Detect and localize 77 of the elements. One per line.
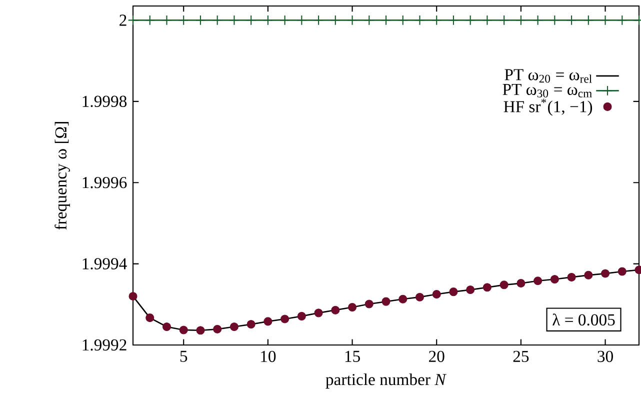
annotation: λ = 0.005 xyxy=(552,314,615,326)
point xyxy=(449,288,458,296)
point xyxy=(213,324,222,334)
point xyxy=(616,15,628,26)
point xyxy=(431,15,442,26)
point xyxy=(414,15,425,26)
y-axis-title: frequency ω [Ω] xyxy=(54,122,70,230)
point xyxy=(229,15,240,26)
point xyxy=(583,15,594,26)
point xyxy=(380,15,392,26)
x-tick-label: 30 xyxy=(598,350,613,362)
point xyxy=(567,272,576,282)
point xyxy=(601,269,610,278)
point xyxy=(364,15,374,26)
x-axis-title: particle number N xyxy=(326,373,447,389)
point xyxy=(549,15,560,26)
point xyxy=(331,306,340,314)
point xyxy=(482,283,492,292)
point xyxy=(566,15,577,26)
point xyxy=(144,15,156,26)
y-tick-label: 1.9996 xyxy=(82,176,127,188)
y-tick-label: 1.9994 xyxy=(82,258,127,270)
point xyxy=(482,15,492,26)
point xyxy=(398,15,408,26)
point xyxy=(146,314,154,322)
point xyxy=(584,270,593,280)
point xyxy=(246,320,256,329)
point xyxy=(500,280,508,290)
point xyxy=(348,302,357,312)
y-tick-label: 2 xyxy=(120,14,126,26)
point xyxy=(314,308,323,318)
point xyxy=(364,300,374,308)
x-tick-label: 5 xyxy=(180,350,188,362)
point xyxy=(264,317,272,326)
point xyxy=(448,15,459,26)
legend-label: PT ω$_{20}$ = ω$_{rel}$ xyxy=(504,69,592,83)
point xyxy=(262,15,274,26)
point xyxy=(330,15,341,26)
point xyxy=(246,15,256,26)
point xyxy=(415,292,424,302)
point xyxy=(297,312,306,320)
y-tick-label: 1.9998 xyxy=(82,96,127,108)
point xyxy=(532,15,544,26)
legend-label: HF sr$^{*}$(1, −1) xyxy=(504,98,592,116)
point xyxy=(230,322,238,331)
point xyxy=(432,290,441,299)
point xyxy=(600,15,610,26)
point xyxy=(498,15,510,26)
point xyxy=(195,15,206,26)
point xyxy=(162,15,172,26)
point xyxy=(550,274,559,284)
point xyxy=(313,15,324,26)
point xyxy=(128,292,138,301)
y-tick-label: 1.9992 xyxy=(82,339,126,351)
x-tick-label: 15 xyxy=(345,350,360,362)
point xyxy=(162,322,172,331)
point xyxy=(347,15,358,26)
point xyxy=(280,15,290,26)
point xyxy=(465,15,476,26)
point xyxy=(280,314,290,324)
point xyxy=(516,279,526,288)
point xyxy=(466,286,475,294)
point xyxy=(128,15,138,26)
point xyxy=(382,297,390,306)
point xyxy=(178,15,189,26)
x-tick-label: 10 xyxy=(261,350,276,362)
point xyxy=(516,15,526,26)
point xyxy=(196,326,205,335)
point xyxy=(398,294,408,304)
legend-label: PT ω$_{30}$ = ω$_{cm}$ xyxy=(502,84,592,98)
x-tick-label: 25 xyxy=(513,350,529,362)
point xyxy=(618,267,626,276)
point xyxy=(212,15,223,26)
point xyxy=(179,326,188,334)
point xyxy=(534,276,542,286)
point xyxy=(296,15,307,26)
x-tick-label: 20 xyxy=(429,350,444,362)
